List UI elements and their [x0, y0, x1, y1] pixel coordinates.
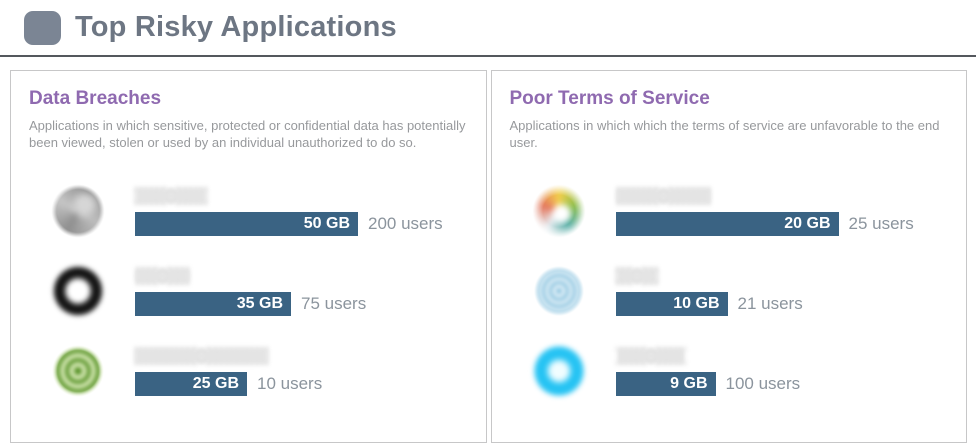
blurred-black-ring-app-logo-icon [51, 264, 105, 318]
app-row[interactable]: 20 GB 25 users [531, 171, 955, 251]
panel-title: Data Breaches [29, 88, 162, 109]
usage-bar: 20 GB [615, 211, 839, 236]
page-title: Top Risky Applications [75, 11, 397, 43]
user-count: 10 users [257, 373, 323, 393]
panel-description: Applications in which sensitive, protect… [29, 118, 466, 151]
redacted-app-name [615, 266, 658, 285]
blurred-multicolor-swirl-app-logo-icon [531, 184, 586, 238]
app-row-content: 25 GB 10 users [135, 346, 323, 396]
usage-bar-row: 35 GB 75 users [135, 291, 367, 316]
usage-bar-row: 25 GB 10 users [135, 371, 323, 396]
report-header: Top Risky Applications [0, 0, 976, 57]
app-row[interactable]: 35 GB 75 users [51, 251, 474, 331]
redacted-app-name [135, 346, 268, 365]
panel-data-breaches: Data Breaches Applications in which sens… [10, 70, 487, 443]
redacted-app-name [615, 186, 711, 205]
panel-poor-terms-of-service: Poor Terms of Service Applications in wh… [490, 70, 967, 443]
redacted-app-name [135, 186, 207, 205]
app-row[interactable]: 25 GB 10 users [51, 331, 474, 411]
usage-bar: 10 GB [615, 291, 728, 316]
usage-bar: 50 GB [135, 211, 358, 236]
usage-bar-row: 50 GB 200 users [135, 211, 443, 236]
redacted-app-name [615, 346, 686, 365]
blurred-blue-rings-app-logo-icon [531, 264, 586, 318]
blurred-gray-swirl-app-logo-icon [51, 184, 105, 238]
panel-description: Applications in which which the terms of… [509, 118, 940, 151]
app-row[interactable]: 10 GB 21 users [531, 251, 955, 331]
user-count: 75 users [301, 293, 367, 313]
blurred-cyan-donut-app-logo-icon [531, 344, 586, 398]
app-list: 50 GB 200 users 35 GB 75 users [51, 171, 474, 411]
report-body: Data Breaches Applications in which sens… [10, 70, 967, 443]
app-row-content: 35 GB 75 users [135, 266, 367, 316]
app-row[interactable]: 9 GB 100 users [531, 331, 955, 411]
app-list: 20 GB 25 users 10 GB 21 users [531, 171, 955, 411]
blurred-green-rings-app-logo-icon [51, 344, 105, 398]
app-row-content: 50 GB 200 users [135, 186, 443, 236]
user-count: 25 users [848, 213, 914, 233]
usage-bar-row: 20 GB 25 users [615, 211, 914, 236]
user-count: 21 users [737, 293, 803, 313]
usage-bar: 9 GB [615, 371, 716, 396]
redacted-app-name [135, 266, 190, 285]
usage-bar-row: 10 GB 21 users [615, 291, 803, 316]
rounded-square-bullet-icon [24, 10, 61, 45]
app-row-content: 20 GB 25 users [615, 186, 914, 236]
usage-bar: 25 GB [135, 371, 247, 396]
usage-bar: 35 GB [135, 291, 291, 316]
app-row[interactable]: 50 GB 200 users [51, 171, 474, 251]
app-row-content: 10 GB 21 users [615, 266, 803, 316]
panel-title: Poor Terms of Service [509, 88, 710, 109]
usage-bar-row: 9 GB 100 users [615, 371, 801, 396]
user-count: 200 users [368, 213, 443, 233]
app-row-content: 9 GB 100 users [615, 346, 801, 396]
user-count: 100 users [725, 373, 801, 393]
